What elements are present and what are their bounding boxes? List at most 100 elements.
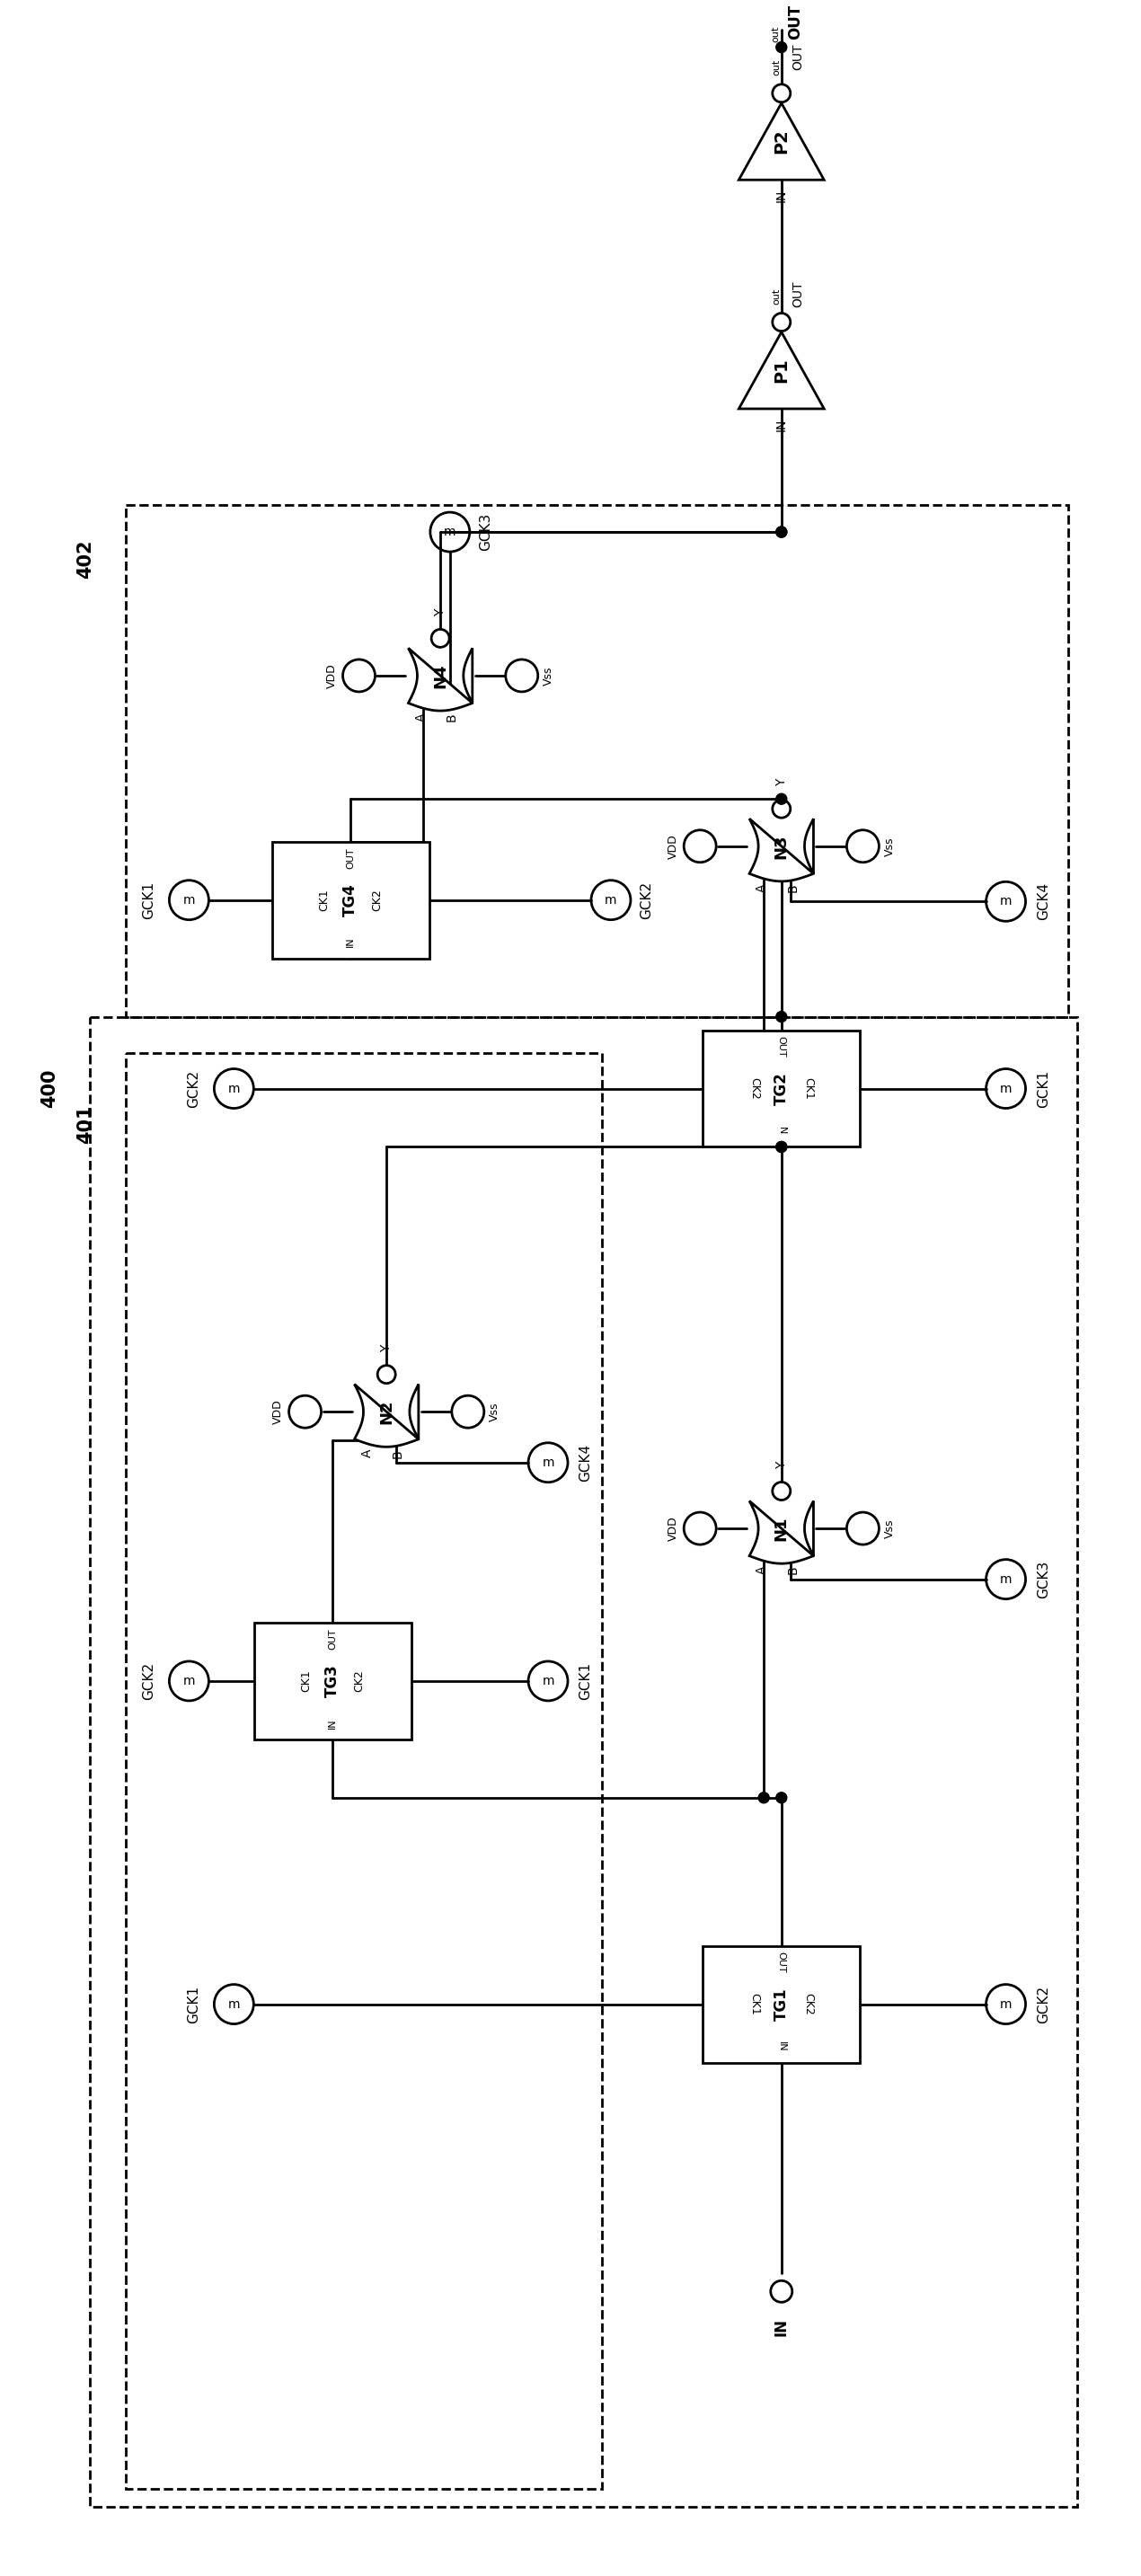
Text: B: B [391,1450,404,1458]
Text: VDD: VDD [326,662,338,688]
Polygon shape [739,103,824,180]
Text: TG3: TG3 [324,1664,341,1698]
Text: Y: Y [775,778,787,786]
Text: CK2: CK2 [802,1994,815,2014]
Circle shape [776,41,787,52]
Text: CK1: CK1 [318,889,330,912]
Text: Y: Y [775,1461,787,1468]
Text: TG1: TG1 [774,1989,790,2020]
Text: m: m [228,1082,240,1095]
Bar [703,1945,860,2063]
Text: A: A [414,714,427,721]
Text: N4: N4 [432,662,448,688]
Text: P2: P2 [772,129,790,155]
Text: VDD: VDD [667,1515,679,1540]
Text: m: m [1000,1082,1012,1095]
Text: TG2: TG2 [774,1072,790,1105]
Polygon shape [739,332,824,410]
Text: OUT: OUT [346,848,355,868]
Text: GCK2: GCK2 [1037,1986,1050,2022]
Text: A: A [755,884,768,891]
Circle shape [776,1793,787,1803]
Bar [127,1054,602,2488]
Text: m: m [542,1674,555,1687]
Text: B: B [786,1566,799,1574]
Text: CK1: CK1 [802,1077,815,1100]
Text: GCK1: GCK1 [578,1662,592,1700]
Text: GCK2: GCK2 [141,1662,155,1700]
Text: m: m [1000,896,1012,907]
Text: m: m [228,1999,240,2009]
Circle shape [776,1141,787,1151]
Text: OUT: OUT [777,1036,786,1056]
Text: GCK1: GCK1 [187,1986,200,2022]
Text: GCK3: GCK3 [1037,1561,1050,1597]
Polygon shape [355,1383,419,1448]
Text: OUT: OUT [787,5,803,39]
Text: VDD: VDD [667,835,679,858]
Bar [703,1030,860,1146]
Text: Y: Y [434,608,446,616]
Circle shape [776,1012,787,1023]
Text: 400: 400 [41,1069,59,1108]
Text: B: B [445,714,458,721]
Text: m: m [183,1674,195,1687]
Bar [90,1018,1077,2506]
Text: m: m [1000,1999,1012,2009]
Text: Vss: Vss [489,1401,501,1422]
Text: A: A [361,1450,373,1458]
Text: OUT: OUT [792,44,804,70]
Text: IN: IN [775,191,787,204]
Text: m: m [183,894,195,907]
Text: GCK2: GCK2 [187,1069,200,1108]
Text: N1: N1 [774,1517,790,1540]
Text: Vss: Vss [884,837,896,855]
Bar [254,1623,411,1739]
Text: out: out [772,289,782,304]
Text: GCK1: GCK1 [141,881,155,920]
Text: CK2: CK2 [354,1669,365,1692]
Text: N3: N3 [774,835,790,858]
Text: 401: 401 [76,1105,95,1144]
Text: A: A [755,1566,768,1574]
Text: OUT: OUT [792,281,804,307]
Bar [127,505,1069,1018]
Text: m: m [542,1455,555,1468]
Text: Vss: Vss [543,667,555,685]
Text: GCK4: GCK4 [578,1443,592,1481]
Text: IN: IN [774,2318,790,2336]
Polygon shape [408,649,472,711]
Bar [272,842,429,958]
Circle shape [776,526,787,538]
Text: GCK1: GCK1 [1037,1069,1050,1108]
Text: B: B [786,884,799,891]
Polygon shape [750,819,814,881]
Text: OUT: OUT [777,1953,786,1973]
Text: m: m [444,526,456,538]
Text: m: m [605,894,617,907]
Text: IN: IN [329,1718,337,1728]
Text: m: m [1000,1574,1012,1584]
Polygon shape [750,1502,814,1564]
Text: IN: IN [775,417,787,430]
Text: Vss: Vss [884,1520,896,1538]
Circle shape [776,793,787,804]
Text: N2: N2 [379,1399,395,1425]
Text: TG4: TG4 [342,884,358,917]
Text: GCK4: GCK4 [1037,884,1050,920]
Text: N: N [777,1126,786,1133]
Text: IN: IN [346,938,355,948]
Text: IN: IN [777,2040,786,2050]
Circle shape [759,1793,769,1803]
Text: 402: 402 [76,538,95,580]
Text: Y: Y [380,1345,393,1352]
Text: CK1: CK1 [748,1994,760,2014]
Text: GCK3: GCK3 [479,513,493,551]
Text: VDD: VDD [273,1399,284,1425]
Text: CK2: CK2 [372,889,383,912]
Circle shape [776,526,787,538]
Text: GCK2: GCK2 [640,881,654,920]
Text: OUT: OUT [329,1628,337,1649]
Text: out: out [772,59,782,75]
Text: CK1: CK1 [300,1669,311,1692]
